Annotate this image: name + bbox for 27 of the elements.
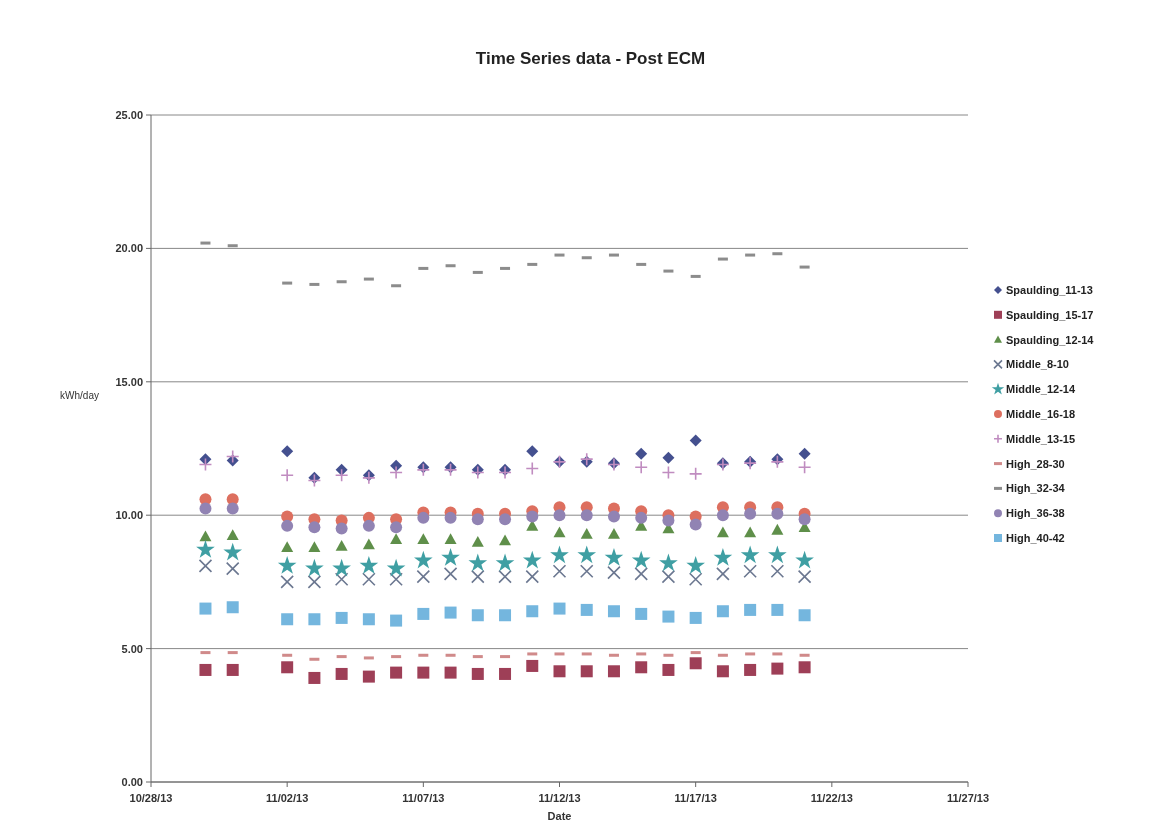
chart-title: Time Series data - Post ECM xyxy=(475,49,706,68)
legend-label: High_40-42 xyxy=(1006,532,1065,544)
x-tick-label: 11/27/13 xyxy=(946,792,990,804)
legend-label: High_36-38 xyxy=(1006,507,1065,520)
legend-label: Middle_8-10 xyxy=(1006,358,1069,371)
y-tick-label: 20.00 xyxy=(115,242,143,255)
x-tick-label: 11/02/13 xyxy=(266,792,309,804)
y-tick-label: 0.00 xyxy=(121,776,143,788)
y-axis-title: kWh/day xyxy=(60,389,99,401)
x-tick-label: 10/28/13 xyxy=(129,792,173,804)
legend-label: Spaulding_15-17 xyxy=(1006,308,1094,321)
x-tick-label: 11/22/13 xyxy=(810,792,853,804)
y-tick-label: 10.00 xyxy=(115,509,143,522)
y-tick-label: 15.00 xyxy=(115,375,143,388)
legend-label: Middle_12-14 xyxy=(1006,383,1076,396)
x-tick-label: 11/17/13 xyxy=(674,792,717,804)
legend-label: Middle_16-18 xyxy=(1006,408,1076,420)
x-axis-title: Date xyxy=(547,810,572,822)
legend-label: Middle_13-15 xyxy=(1006,432,1076,445)
legend-label: Spaulding_11-13 xyxy=(1006,284,1093,296)
x-tick-label: 11/07/13 xyxy=(402,792,445,804)
y-tick-label: 25.00 xyxy=(115,109,143,121)
legend-label: High_32-34 xyxy=(1006,482,1066,495)
y-tick-label: 5.00 xyxy=(121,642,143,655)
legend-label: Spaulding_12-14 xyxy=(1006,333,1095,346)
legend-label: High_28-30 xyxy=(1006,457,1065,470)
x-tick-label: 11/12/13 xyxy=(538,792,581,804)
